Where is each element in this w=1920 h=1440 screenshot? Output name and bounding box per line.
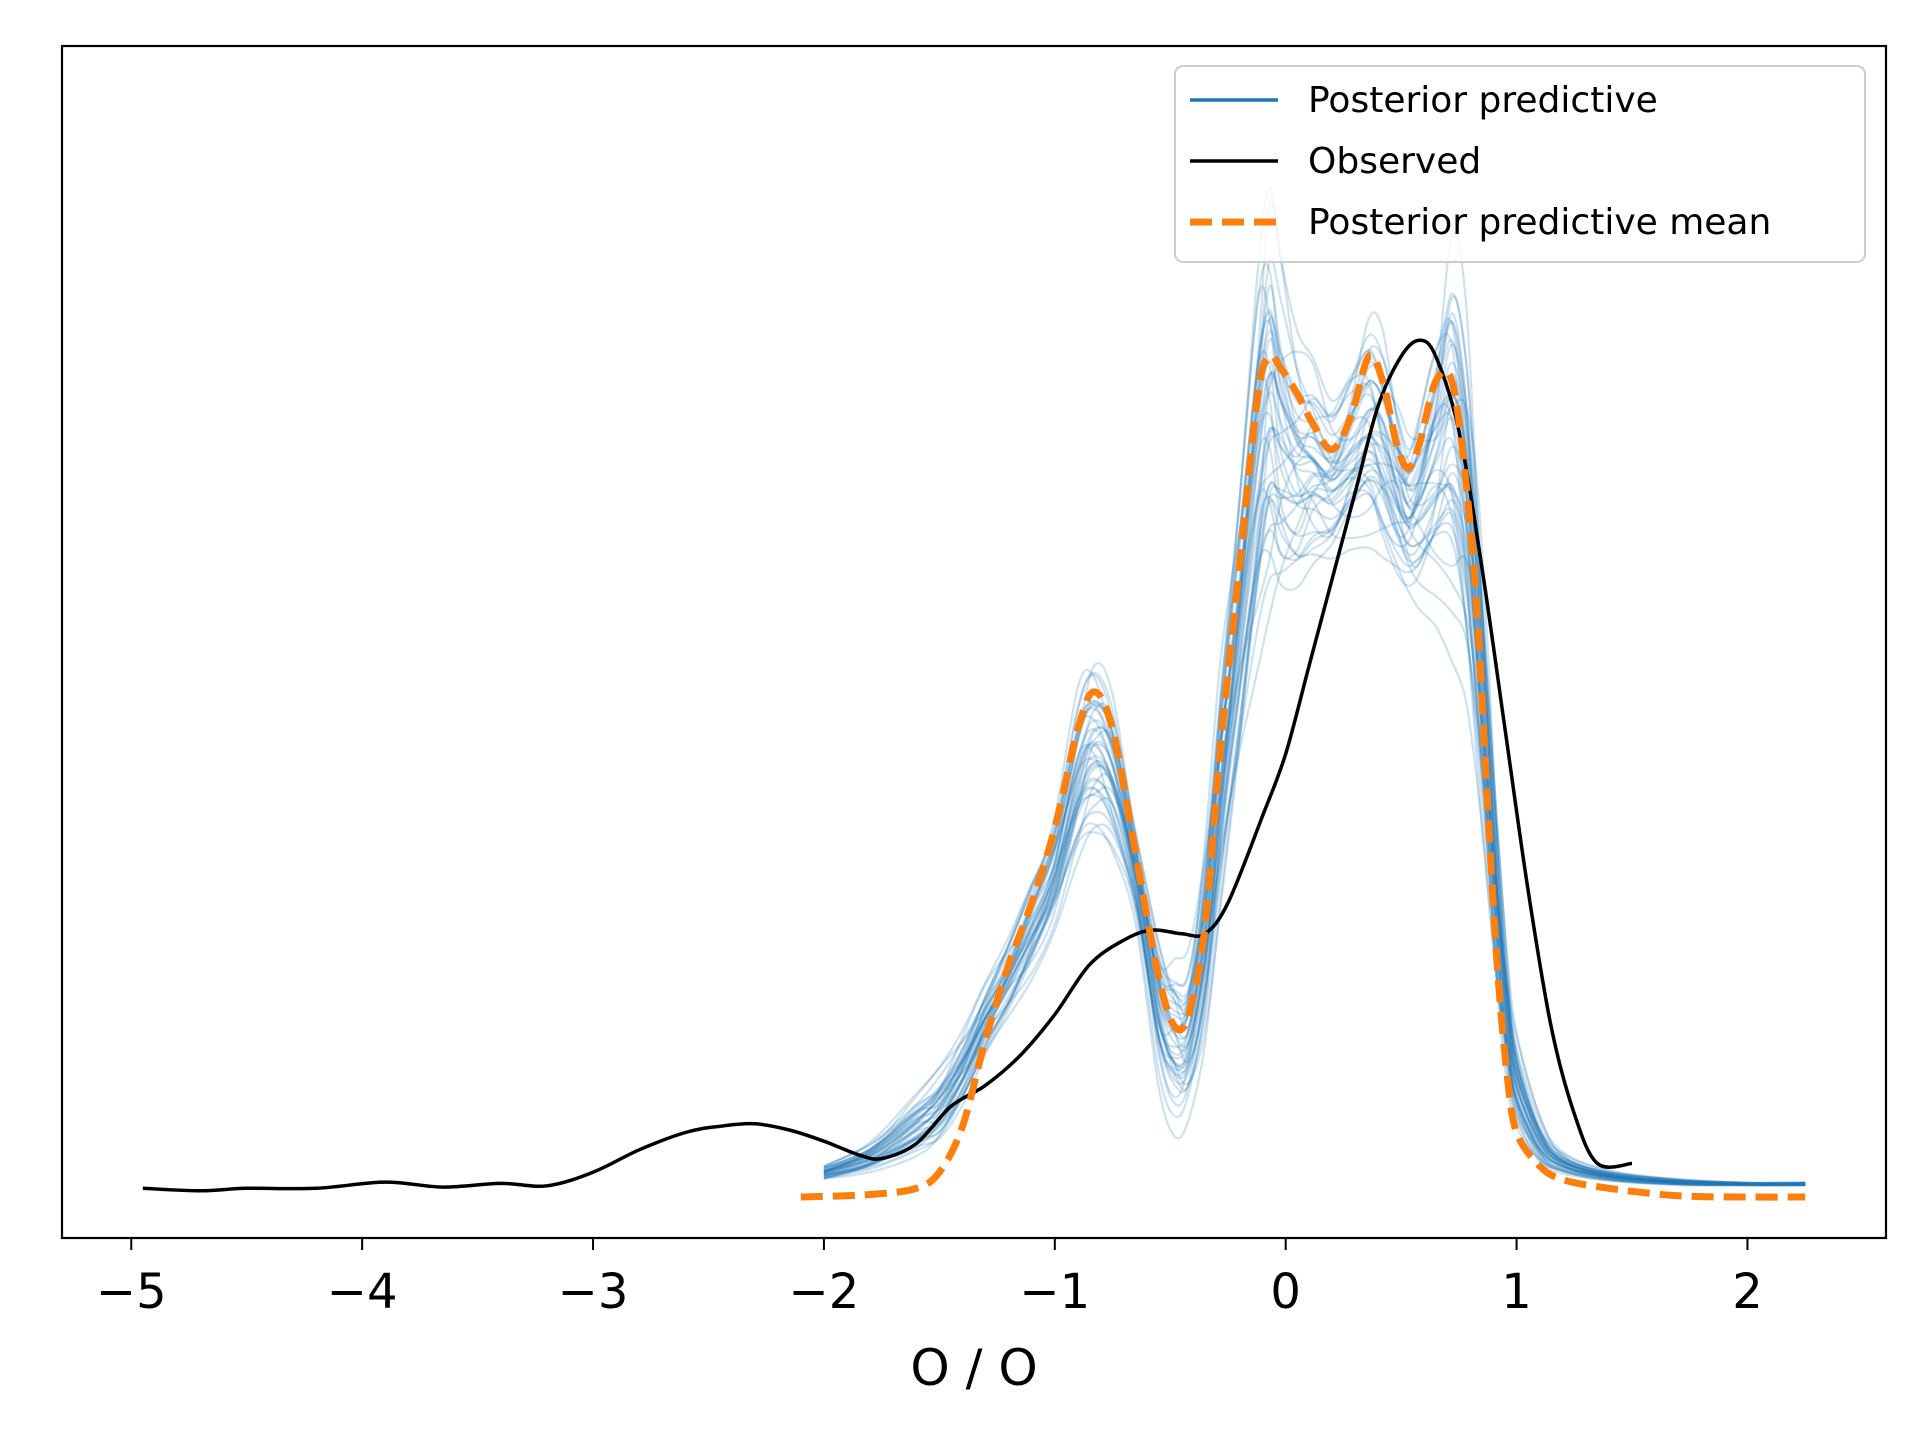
posterior-predictive-draw-line	[823, 284, 1806, 1185]
x-axis: −5 −4 −3 −2 −1 0 1 2	[96, 1238, 1763, 1320]
x-tick-label: 0	[1270, 1264, 1301, 1320]
x-axis-label: O / O	[910, 1339, 1037, 1397]
posterior-predictive-draw-line	[823, 416, 1806, 1186]
posterior-predictive-draw-line	[823, 200, 1806, 1185]
posterior-predictive-draw-line	[823, 376, 1806, 1185]
axes-frame	[60, 44, 1888, 1240]
posterior-predictive-draw-line	[823, 433, 1806, 1186]
x-tick-label: −3	[558, 1264, 629, 1320]
posterior-predictive-draw-line	[823, 339, 1806, 1185]
legend-box	[1174, 65, 1866, 263]
x-tick-label: −2	[789, 1264, 860, 1320]
posterior-predictive-draw-line	[823, 431, 1806, 1186]
x-tick-label: −4	[327, 1264, 398, 1320]
x-tick-label: −5	[96, 1264, 167, 1320]
x-tick-label: −1	[1019, 1264, 1090, 1320]
posterior-predictive-draw-line	[823, 372, 1806, 1186]
posterior-predictive-draw-line	[823, 285, 1806, 1185]
posterior-predictive-mean-line	[800, 351, 1806, 1201]
posterior-predictive-draw-line	[823, 295, 1806, 1185]
observed-line	[142, 338, 1633, 1193]
legend-label-posterior-predictive: Posterior predictive	[1308, 80, 1658, 121]
posterior-predictive-draw-line	[823, 371, 1806, 1186]
posterior-predictive-draw-line	[823, 337, 1806, 1186]
x-tick-label: 2	[1732, 1264, 1763, 1320]
posterior-predictive-draw-line	[823, 372, 1806, 1185]
posterior-predictive-draw-line	[823, 381, 1806, 1185]
posterior-predictive-draw-line	[823, 316, 1806, 1185]
posterior-predictive-draw-line	[823, 469, 1806, 1186]
posterior-predictive-draw-line	[823, 495, 1806, 1187]
x-tick-label: 1	[1501, 1264, 1532, 1320]
legend: Posterior predictive Observed Posterior …	[1174, 65, 1866, 263]
legend-label-observed: Observed	[1308, 141, 1481, 182]
posterior-predictive-draw-line	[823, 319, 1806, 1186]
posterior-predictive-draw-line	[823, 471, 1806, 1186]
series-layer	[142, 338, 1806, 1201]
posterior-predictive-draw-line	[823, 391, 1806, 1186]
legend-label-posterior-predictive-mean: Posterior predictive mean	[1308, 202, 1771, 243]
posterior-predictive-draw-line	[823, 257, 1806, 1186]
posterior-predictive-draw-line	[823, 312, 1806, 1185]
posterior-predictive-draw-line	[823, 350, 1806, 1186]
posterior-predictive-draw-line	[823, 492, 1806, 1186]
